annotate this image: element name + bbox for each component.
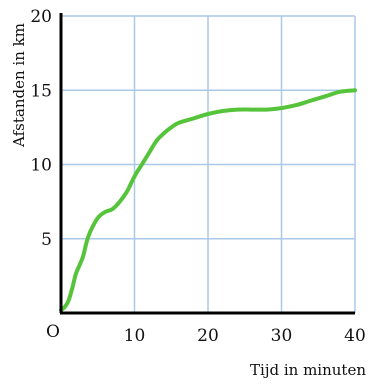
x-tick-label: 40 <box>344 326 366 346</box>
y-tick-label: 5 <box>41 230 52 250</box>
origin-label: O <box>46 322 60 342</box>
x-tick-label: 30 <box>271 326 293 346</box>
x-axis-label: Tijd in minuten <box>250 361 366 379</box>
y-axis-label: Afstanden in km <box>10 23 28 148</box>
x-tick-label: 10 <box>124 326 146 346</box>
y-tick-label: 20 <box>30 7 52 27</box>
tick-labels: 10 20 30 40 5 10 15 20 <box>30 7 365 346</box>
grid <box>61 15 356 313</box>
y-tick-label: 15 <box>30 81 52 101</box>
x-tick-label: 20 <box>197 326 219 346</box>
y-tick-label: 10 <box>30 156 52 176</box>
series-line <box>59 88 357 312</box>
